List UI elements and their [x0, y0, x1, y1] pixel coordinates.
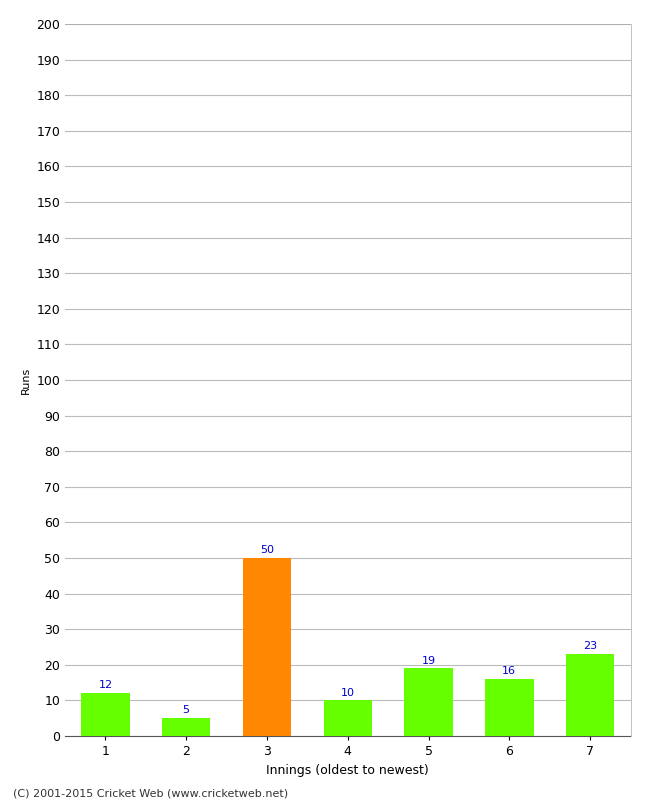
- Bar: [81, 694, 129, 736]
- Bar: [162, 718, 211, 736]
- Text: 5: 5: [183, 706, 190, 715]
- Bar: [404, 668, 453, 736]
- Text: 10: 10: [341, 687, 355, 698]
- Bar: [485, 679, 534, 736]
- Text: 19: 19: [421, 655, 436, 666]
- Y-axis label: Runs: Runs: [21, 366, 31, 394]
- Bar: [566, 654, 614, 736]
- Bar: [324, 701, 372, 736]
- Text: (C) 2001-2015 Cricket Web (www.cricketweb.net): (C) 2001-2015 Cricket Web (www.cricketwe…: [13, 788, 288, 798]
- Text: 23: 23: [583, 642, 597, 651]
- Text: 12: 12: [98, 681, 112, 690]
- X-axis label: Innings (oldest to newest): Innings (oldest to newest): [266, 763, 429, 777]
- Text: 50: 50: [260, 545, 274, 555]
- Text: 16: 16: [502, 666, 516, 676]
- Bar: [242, 558, 291, 736]
